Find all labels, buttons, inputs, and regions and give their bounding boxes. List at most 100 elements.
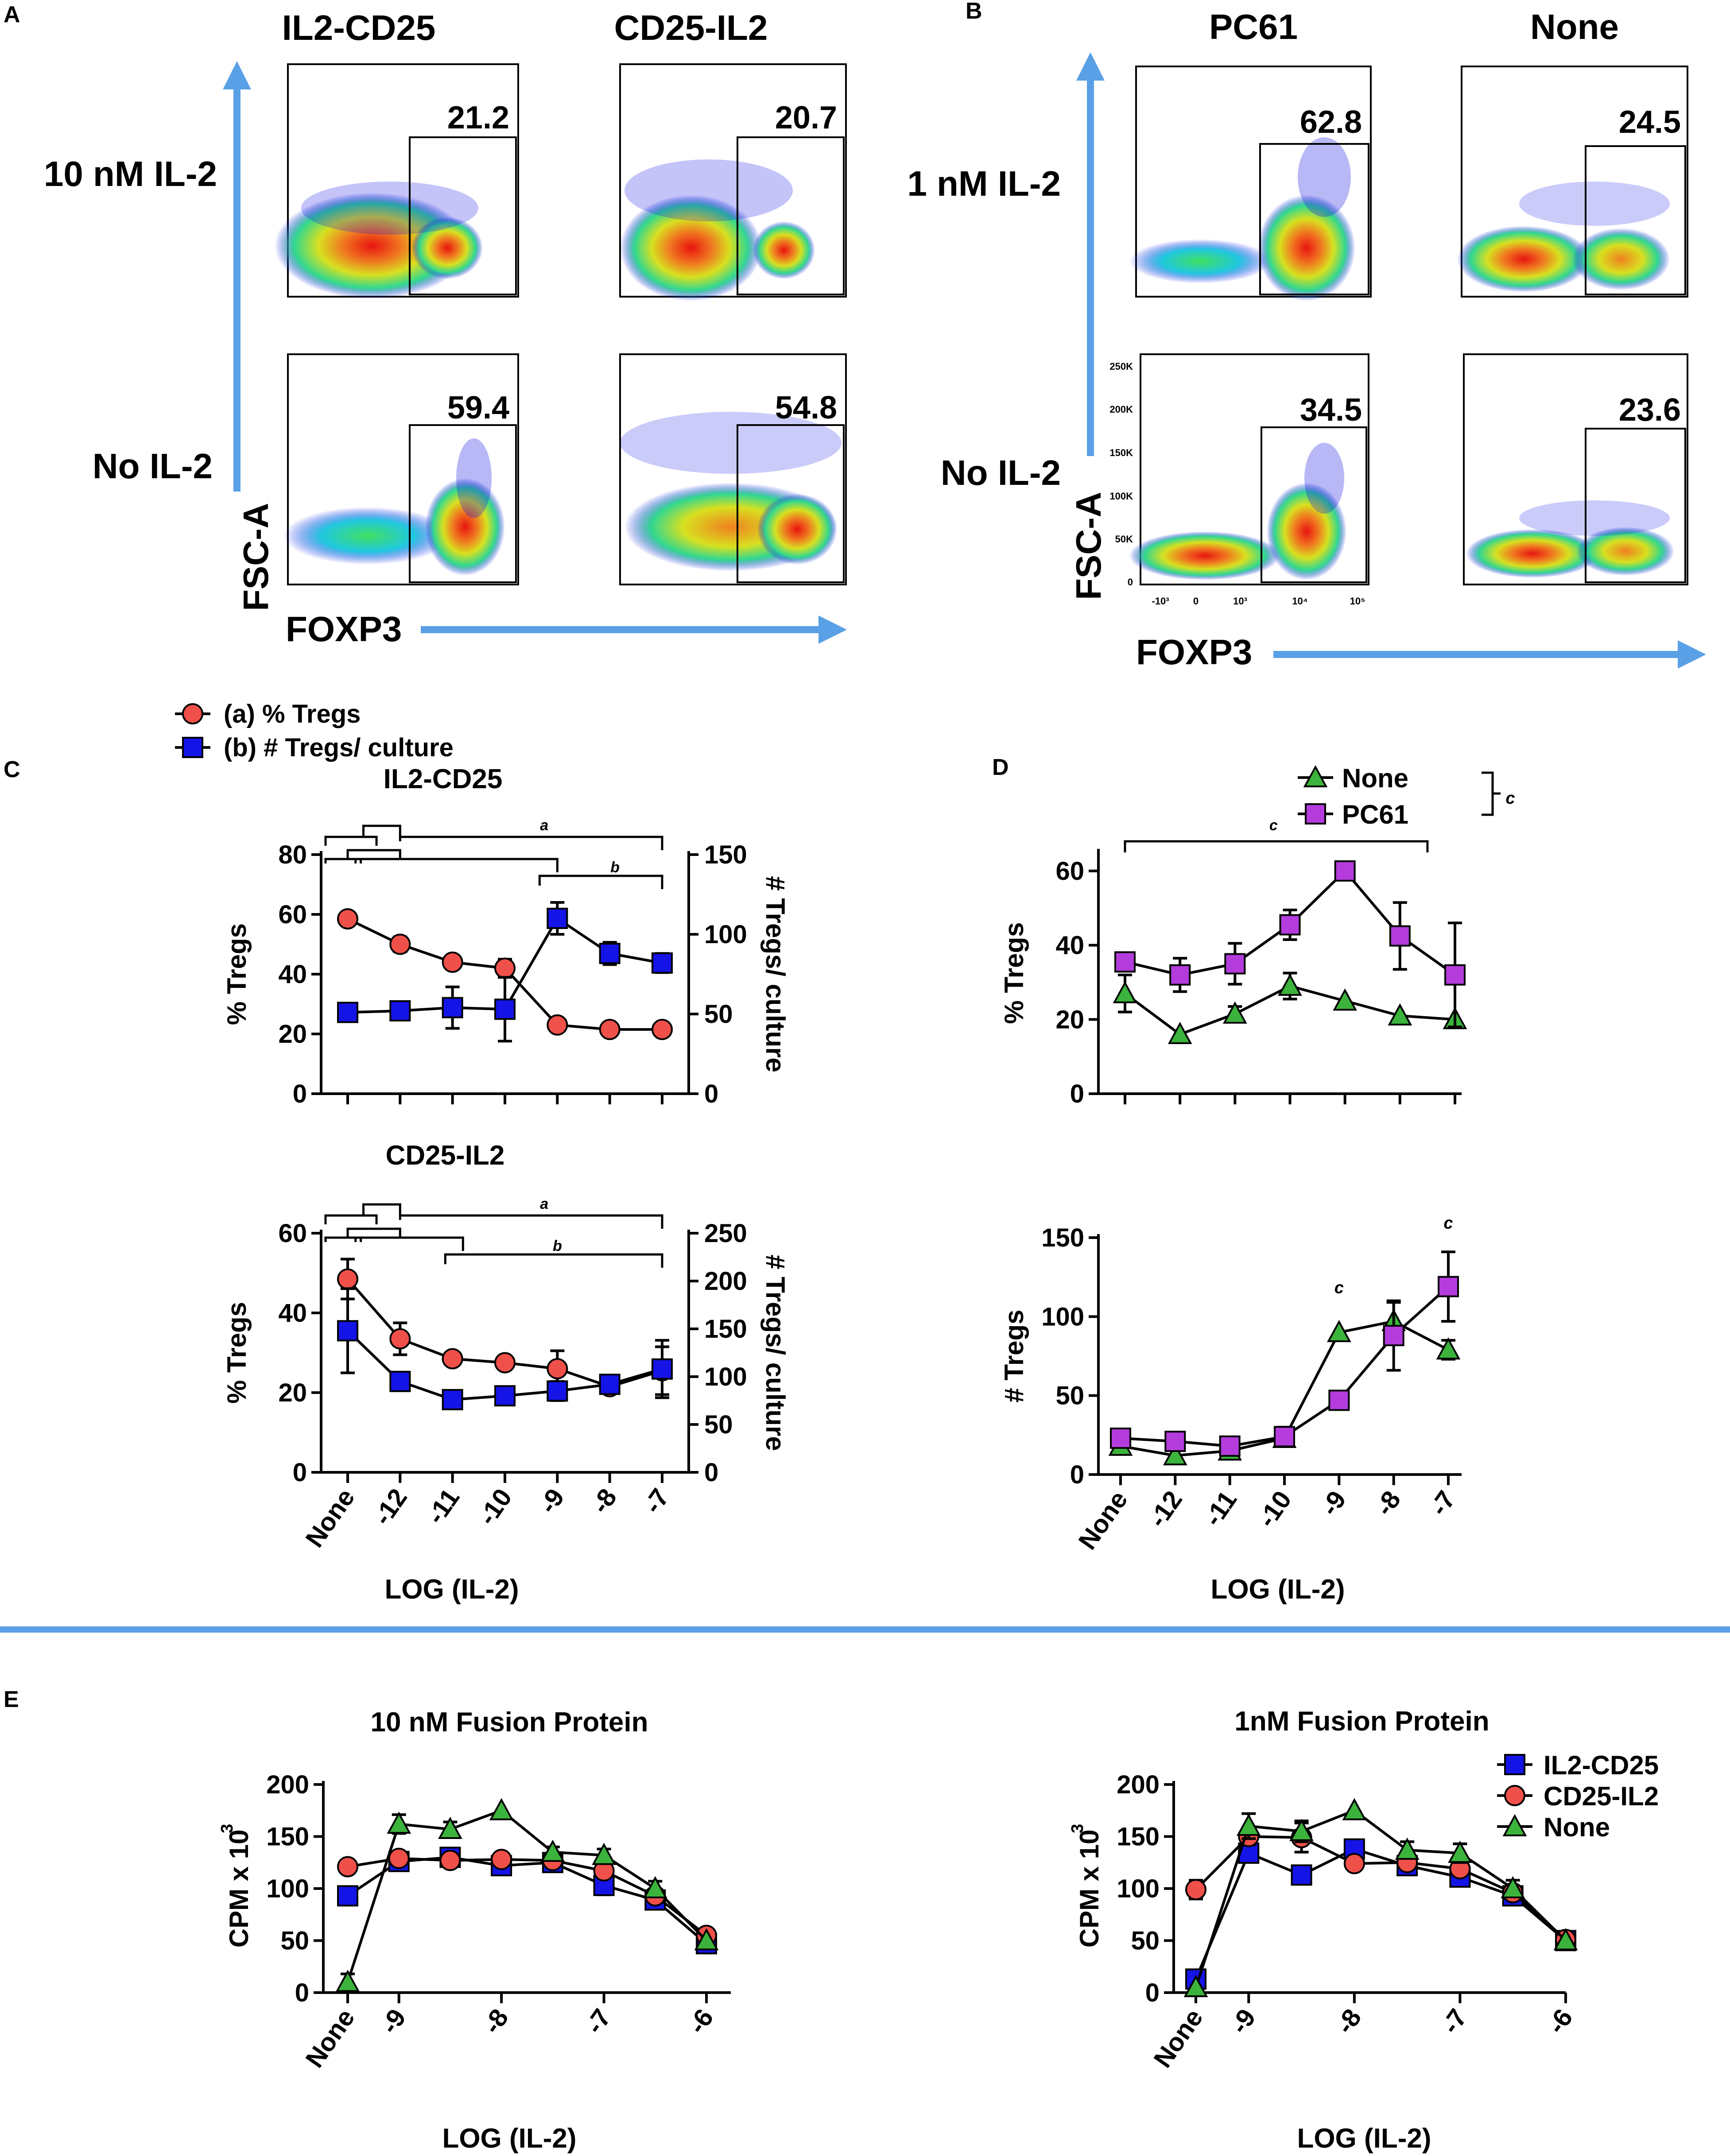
legend-label-a: (a) % Tregs — [224, 700, 361, 728]
y-tick-label: 50 — [1055, 1382, 1084, 1410]
legend-d: None PC61 c — [1298, 763, 1515, 829]
gate-value: 21.2 — [447, 100, 509, 135]
bracket — [354, 1236, 464, 1251]
y-axis-label: % Tregs — [222, 923, 252, 1025]
y2-tick-label: 150 — [704, 1315, 747, 1343]
data-point — [540, 1839, 565, 1862]
data-point — [1110, 1427, 1131, 1449]
y-tick-label: 150 — [266, 1823, 309, 1851]
series-line — [1120, 1285, 1450, 1448]
y-tick-label: 100 — [266, 1874, 309, 1903]
y-tick-label: 60 — [1055, 857, 1084, 886]
chart-d-number-tregs: 0 50 100 150 # Tregs None -12 -11 -10 -9 -8 -7 LOG (… — [999, 1214, 1462, 1605]
y-tick-label: 150 — [1117, 1823, 1160, 1851]
data-point — [337, 1885, 358, 1907]
series-line — [346, 1809, 708, 1983]
flow-plot-b-4: 23.6 — [1463, 353, 1688, 585]
data-point — [489, 1798, 514, 1820]
x-tick-label: None — [1148, 2004, 1208, 2073]
data-point — [1289, 1819, 1314, 1841]
data-point — [388, 1847, 410, 1869]
data-point — [1438, 1276, 1459, 1297]
flow-plot-a-1: 21.2 — [275, 63, 519, 299]
data-point — [1328, 1390, 1350, 1411]
data-point — [1553, 1928, 1578, 1951]
x-tick-label: None — [300, 2004, 360, 2073]
x-tick-label: -11 — [1199, 1486, 1242, 1531]
legend-bracket — [1482, 771, 1501, 816]
data-point — [1185, 1879, 1206, 1901]
x-tick-label: -6 — [1542, 2004, 1579, 2039]
data-point — [1113, 981, 1137, 1003]
series--tregs — [337, 1258, 673, 1397]
bracket — [324, 1214, 378, 1224]
y-tick-label: 200 — [1117, 1770, 1160, 1799]
bracket — [362, 1203, 401, 1215]
legend-label: CD25-IL2 — [1544, 1781, 1659, 1811]
y-axis-label: % Tregs — [222, 1302, 252, 1404]
y2-tick-label: 200 — [704, 1267, 747, 1296]
data-point — [1274, 1426, 1295, 1448]
data-point — [1333, 988, 1358, 1011]
legend-marker-square — [182, 737, 203, 758]
x-tick-label: -7 — [1424, 1486, 1461, 1521]
bracket — [362, 824, 401, 837]
data-point — [442, 1348, 463, 1370]
row-label-no-il2-b: No IL-2 — [941, 453, 1061, 492]
panel-letter-b: B — [966, 0, 982, 24]
y-tick-label: 0 — [1070, 1460, 1084, 1489]
x-tick-label: -12 — [368, 1483, 413, 1530]
y-tick-label: 40 — [278, 960, 307, 989]
data-point — [1164, 1431, 1186, 1452]
y-tick-label: 0 — [1128, 577, 1133, 588]
gate-value: 59.4 — [447, 390, 509, 426]
x-axis-label: LOG (IL-2) — [442, 2123, 576, 2154]
y-tick-label: 40 — [1055, 931, 1084, 960]
data-point — [494, 1385, 516, 1407]
y-tick-label: 200 — [266, 1770, 309, 1799]
data-point — [547, 908, 568, 929]
y-tick-label: 150 — [1041, 1223, 1084, 1252]
legend-marker — [1504, 1754, 1525, 1775]
chart-c-il2-cd25: IL2-CD25 0 20 40 60 80 % Tregs 0 50 100 150 # Tregs… — [222, 764, 790, 1108]
flow-plot-b-2: 24.5 — [1457, 66, 1688, 298]
data-point — [1342, 1798, 1367, 1820]
chart-title: 10 nM Fusion Protein — [371, 1707, 648, 1738]
data-point — [547, 1358, 568, 1379]
panel-b: PC61 None 1 nM IL-2 No IL-2 FSC-A FOXP3 … — [907, 7, 1706, 672]
data-point — [1448, 1840, 1472, 1863]
y-axis-label: CPM x 10 — [224, 1830, 254, 1948]
y-label-fsc-a-b: FSC-A — [1069, 492, 1108, 600]
y-tick-label: 50K — [1115, 534, 1133, 545]
y-tick-label: 20 — [278, 1020, 307, 1049]
data-point — [1219, 1435, 1241, 1457]
data-point — [1501, 1876, 1525, 1898]
chart-e-10nm: 10 nM Fusion Protein 0 50 100 150 200 CPM x 10… — [218, 1707, 731, 2154]
y2-axis-label: # Tregs/ culture — [760, 1254, 790, 1451]
bracket-a — [399, 836, 663, 850]
data-point — [599, 943, 621, 964]
bracket-label: a — [540, 817, 548, 834]
x-tick-label: 10⁴ — [1292, 596, 1307, 607]
flow-plot-a-4: 54.8 — [619, 353, 847, 585]
y-tick-label: 80 — [278, 840, 307, 869]
data-point — [1168, 1022, 1192, 1044]
series-line — [1195, 1809, 1567, 1988]
y-tick-label: 100 — [1117, 1874, 1160, 1903]
data-point — [494, 957, 516, 979]
col-title-cd25-il2: CD25-IL2 — [614, 8, 768, 47]
data-point — [387, 1812, 411, 1834]
col-title-il2-cd25: IL2-CD25 — [282, 8, 436, 47]
data-point — [599, 1374, 621, 1395]
bracket — [354, 858, 559, 872]
flow-plot-a-2: 20.7 — [619, 63, 847, 301]
data-point — [1334, 860, 1356, 882]
y2-tick-label: 0 — [704, 1080, 718, 1108]
y2-tick-label: 250 — [704, 1219, 747, 1248]
bracket-c — [1124, 840, 1429, 852]
series-pc61 — [1114, 860, 1466, 1029]
significance-brackets: ab — [324, 817, 663, 889]
x-label-foxp3-a: FOXP3 — [286, 609, 402, 649]
data-point — [337, 1002, 358, 1023]
